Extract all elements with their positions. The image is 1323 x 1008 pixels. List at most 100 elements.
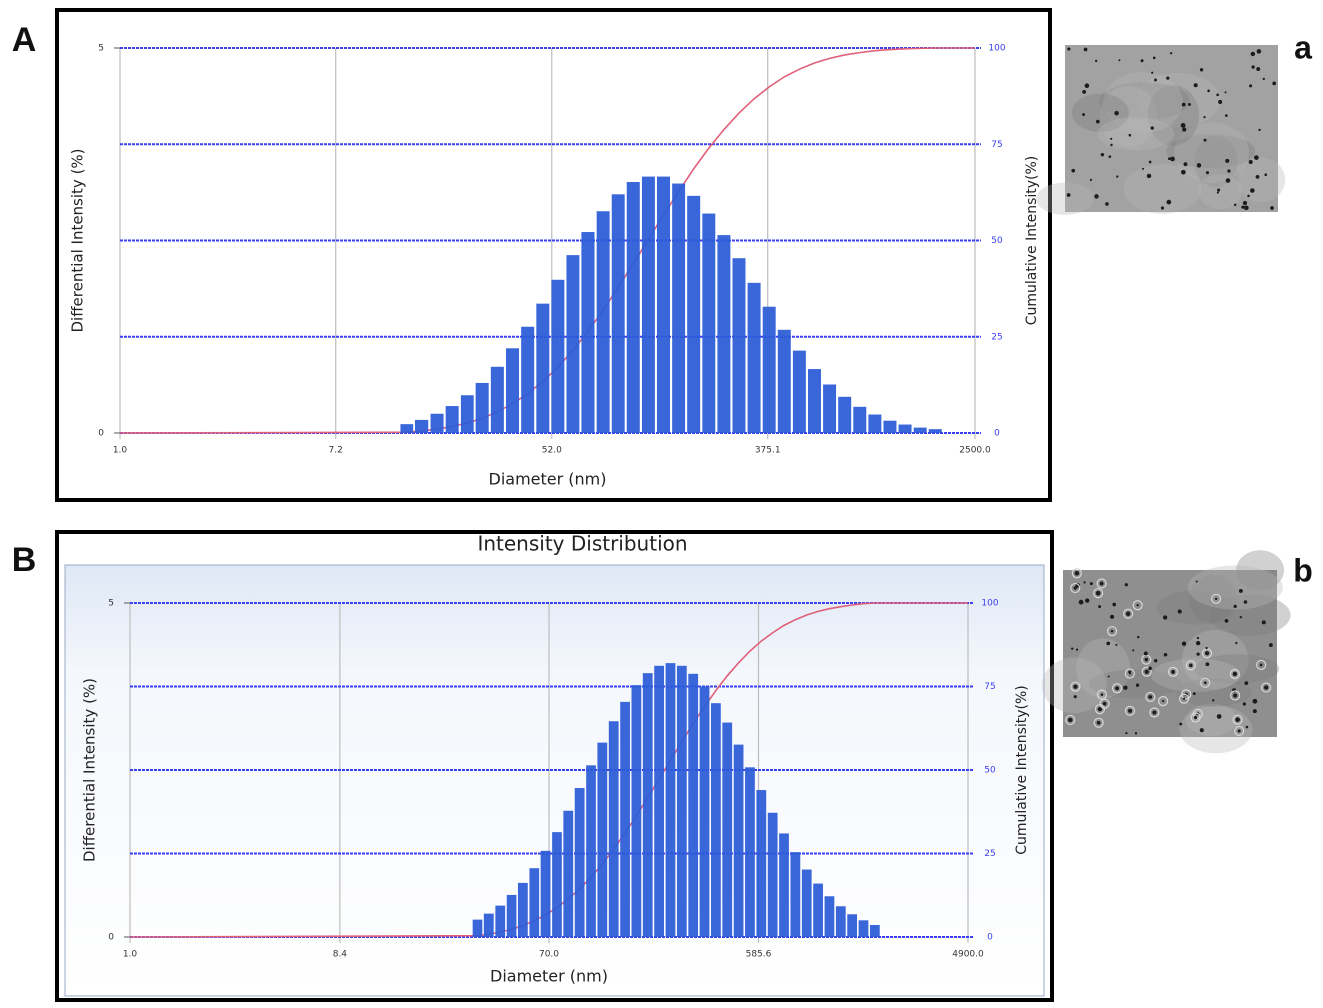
- particle: [1259, 663, 1263, 667]
- particle: [1248, 160, 1253, 165]
- particle: [1272, 81, 1277, 86]
- micrograph-shade: [1097, 117, 1175, 151]
- particle: [1084, 83, 1090, 89]
- bar: [801, 869, 812, 937]
- particle: [1128, 672, 1131, 675]
- y-tick-label: 0: [98, 429, 104, 439]
- bar: [551, 279, 565, 433]
- particle: [1066, 193, 1071, 197]
- particle: [1268, 643, 1273, 648]
- chart-title: Intensity Distribution: [477, 532, 687, 556]
- particle: [1250, 188, 1255, 193]
- bar: [687, 195, 701, 433]
- particle: [1106, 641, 1111, 646]
- particle-halo: [1200, 677, 1211, 688]
- y-axis-label: Differential Intensity (%): [69, 148, 87, 332]
- y-tick-label: 5: [108, 599, 114, 609]
- micrograph-shade: [1036, 182, 1094, 215]
- particle-halo: [1261, 682, 1272, 693]
- particle: [1170, 156, 1175, 162]
- particle-halo: [1093, 717, 1104, 728]
- particle: [1251, 65, 1255, 69]
- bar: [732, 258, 746, 433]
- particle: [1233, 693, 1238, 698]
- particle: [1252, 698, 1258, 704]
- y2-tick-label: 100: [981, 599, 998, 609]
- micrograph: [1042, 550, 1291, 754]
- particle: [1125, 611, 1131, 616]
- particle-halo: [1099, 698, 1110, 709]
- particle: [1144, 669, 1149, 674]
- y2-tick-label: 25: [984, 849, 995, 859]
- particle: [1235, 717, 1240, 723]
- bar: [631, 685, 642, 937]
- bar: [483, 913, 494, 937]
- bar: [838, 396, 852, 433]
- particle: [1152, 710, 1157, 715]
- particle: [1071, 168, 1076, 173]
- micrograph-shade: [1174, 122, 1249, 183]
- particle-halo: [1111, 683, 1123, 694]
- particle: [1203, 115, 1206, 119]
- x-tick-label: 4900.0: [952, 950, 984, 960]
- x-axis-label: Diameter (nm): [489, 470, 607, 489]
- bar: [574, 788, 585, 937]
- particle: [1099, 581, 1104, 586]
- particle: [1214, 597, 1218, 601]
- y2-tick-label: 75: [991, 140, 1002, 150]
- particle: [1205, 662, 1210, 667]
- particle: [1107, 675, 1110, 678]
- bar: [521, 326, 535, 433]
- bar: [733, 744, 744, 937]
- bar: [824, 896, 835, 937]
- particle: [1152, 56, 1156, 60]
- particle-halo: [1158, 696, 1169, 707]
- particle: [1136, 604, 1139, 607]
- bar: [430, 413, 444, 433]
- bar: [620, 701, 630, 937]
- bar: [847, 914, 858, 937]
- particle: [1244, 681, 1249, 686]
- particle: [1143, 651, 1148, 656]
- bar: [626, 181, 640, 433]
- particle: [1154, 78, 1157, 82]
- micrograph-shade: [1236, 550, 1285, 591]
- particle: [1205, 646, 1208, 650]
- particle: [1115, 643, 1118, 646]
- particle: [1233, 203, 1237, 207]
- particle: [1233, 604, 1237, 609]
- bar: [779, 833, 789, 937]
- particle: [1118, 59, 1121, 62]
- particle-halo: [1145, 691, 1156, 703]
- particle: [1115, 686, 1119, 691]
- particle-halo: [1096, 689, 1108, 700]
- particle: [1258, 128, 1261, 132]
- bar: [777, 329, 791, 433]
- bar: [928, 429, 942, 433]
- y2-tick-label: 25: [991, 332, 1002, 342]
- y2-tick-label: 75: [984, 682, 995, 692]
- particle: [1166, 76, 1170, 80]
- particle: [1083, 47, 1088, 52]
- particle: [1160, 206, 1165, 210]
- particle: [1083, 581, 1086, 584]
- y2-axis-label: Cumulative Intensity(%): [1024, 156, 1040, 326]
- particle-halo: [1167, 666, 1179, 677]
- particle: [1073, 695, 1077, 699]
- particle: [1193, 83, 1198, 88]
- x-tick-label: 375.1: [755, 446, 781, 456]
- particle: [1124, 583, 1128, 587]
- micrograph-shade: [1209, 594, 1291, 636]
- micrograph-shade: [1102, 71, 1183, 133]
- bar: [913, 427, 927, 433]
- particle-halo: [1178, 693, 1190, 704]
- particle: [1146, 173, 1152, 179]
- particle: [1256, 67, 1261, 72]
- x-tick-label: 70.0: [539, 950, 559, 960]
- x-tick-label: 8.4: [333, 950, 348, 960]
- particle: [1181, 169, 1186, 175]
- bar: [642, 673, 653, 937]
- particle: [1153, 659, 1158, 663]
- bar: [656, 176, 670, 433]
- bar: [767, 812, 778, 937]
